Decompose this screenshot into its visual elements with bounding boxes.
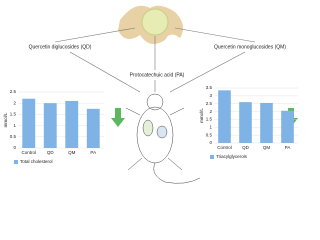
y-axis-label: mmol/L bbox=[199, 108, 204, 123]
qm-label: Quercetin monoglucosides (QM) bbox=[214, 44, 286, 50]
y-tick-label: 3 bbox=[209, 93, 212, 98]
legend-label: Total cholesterol bbox=[20, 159, 53, 164]
y-tick-label: 0.5 bbox=[206, 132, 213, 137]
y-tick-label: 3.5 bbox=[206, 85, 213, 90]
legend-swatch bbox=[210, 155, 214, 159]
y-axis-label: mmol/L bbox=[3, 112, 8, 127]
x-tick-label: PA bbox=[285, 145, 291, 150]
y-tick-label: 0 bbox=[13, 145, 16, 150]
y-tick-label: 1 bbox=[13, 123, 16, 128]
x-tick-label: QM bbox=[263, 145, 271, 150]
pa-label: Protocatechuic acid (PA) bbox=[130, 72, 185, 78]
y-tick-label: 2.5 bbox=[206, 101, 213, 106]
y-tick-label: 1.5 bbox=[206, 117, 213, 122]
qd-label: Quercetin diglucosides (QD) bbox=[29, 44, 92, 50]
legend-label: Triacylglycerols bbox=[216, 154, 248, 159]
y-tick-label: 2 bbox=[209, 109, 212, 114]
y-tick-label: 2.5 bbox=[10, 89, 17, 94]
x-tick-label: Control bbox=[217, 145, 232, 150]
y-tick-label: 0 bbox=[209, 140, 212, 145]
bar bbox=[43, 103, 57, 148]
rat bbox=[125, 93, 201, 184]
bar bbox=[86, 108, 100, 148]
x-tick-label: QD bbox=[242, 145, 250, 150]
bar bbox=[218, 90, 231, 143]
x-tick-label: Control bbox=[21, 150, 36, 155]
x-tick-label: PA bbox=[90, 150, 96, 155]
bar bbox=[260, 102, 273, 143]
legend-swatch bbox=[14, 160, 18, 164]
y-tick-label: 1 bbox=[209, 124, 212, 129]
onion bbox=[118, 5, 184, 44]
graphical-abstract: Quercetin diglucosides (QD) Protocatechu… bbox=[3, 5, 298, 184]
bar bbox=[239, 102, 252, 143]
y-tick-label: 0.5 bbox=[10, 134, 17, 139]
y-tick-label: 1.5 bbox=[10, 112, 17, 117]
x-tick-label: QD bbox=[47, 150, 55, 155]
arrows bbox=[54, 27, 256, 93]
bar bbox=[22, 98, 36, 148]
bar bbox=[65, 100, 79, 148]
bar bbox=[281, 110, 294, 143]
decrease-arrow bbox=[111, 108, 125, 127]
x-tick-label: QM bbox=[68, 150, 76, 155]
y-tick-label: 2 bbox=[13, 100, 16, 105]
